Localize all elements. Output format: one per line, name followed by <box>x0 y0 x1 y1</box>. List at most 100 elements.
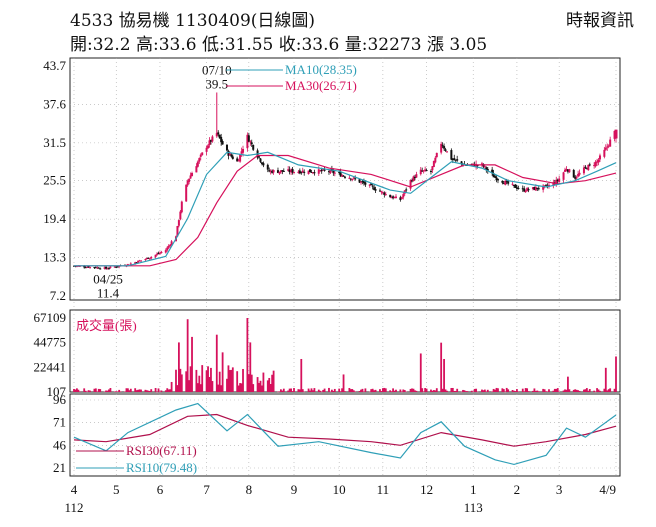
volume-bar <box>106 390 109 392</box>
candle-body <box>249 141 252 143</box>
candle-body <box>83 266 86 268</box>
candle <box>593 162 596 169</box>
candle-body <box>424 169 427 171</box>
volume-bar <box>466 391 469 392</box>
candle-body <box>189 175 192 179</box>
rsi30-line <box>73 413 617 447</box>
candle-body <box>348 177 351 179</box>
candle-body <box>279 170 282 173</box>
volume-bar <box>84 390 87 392</box>
volume-bar <box>481 389 483 392</box>
candle-body <box>517 188 520 190</box>
volume-bar <box>363 391 365 393</box>
candle-body <box>352 177 355 179</box>
volume-bar <box>113 391 116 392</box>
volume-bar <box>138 389 141 392</box>
candle-body <box>170 241 173 246</box>
candle-body <box>371 185 374 187</box>
candle-body <box>332 170 335 174</box>
candle <box>453 154 456 161</box>
volume-bar <box>268 377 271 392</box>
candle-body <box>228 153 231 156</box>
candle <box>291 166 294 175</box>
candle-body <box>217 132 220 135</box>
volume-bar <box>562 390 565 392</box>
volume-bar <box>393 390 396 392</box>
volume-bar <box>444 389 447 392</box>
candle-body <box>115 266 118 268</box>
candle-body <box>258 156 261 158</box>
volume-bar <box>399 389 402 392</box>
candle-body <box>247 135 250 142</box>
candle-body <box>250 142 253 145</box>
volume-bar <box>259 380 262 392</box>
candle <box>246 132 249 152</box>
candle <box>429 169 432 175</box>
candle <box>180 200 183 214</box>
candle <box>483 165 486 169</box>
candle-body <box>84 267 87 269</box>
volume-bar <box>333 388 336 392</box>
x-tick-label: 3 <box>556 482 563 497</box>
candle-body <box>309 169 312 173</box>
volume-bar <box>220 385 223 392</box>
volume-bar <box>127 388 129 392</box>
volume-bar <box>282 388 285 392</box>
volume-bar <box>344 391 346 392</box>
candle-body <box>511 183 514 185</box>
candle <box>138 259 141 262</box>
volume-bar <box>188 380 191 392</box>
candle <box>271 169 274 174</box>
candle-body <box>126 264 129 266</box>
candle <box>415 171 418 178</box>
volume-bar <box>226 378 228 392</box>
candle <box>218 134 221 139</box>
candle-body <box>505 181 508 183</box>
candle <box>310 169 313 173</box>
volume-bar <box>349 389 352 392</box>
candle-body <box>390 197 393 199</box>
candle <box>443 143 446 151</box>
volume-bar <box>246 318 249 392</box>
candle-body <box>107 268 110 270</box>
panel-border-0 <box>69 57 621 301</box>
volume-bar <box>86 391 89 393</box>
volume-bar <box>87 390 90 392</box>
volume-bar <box>599 390 601 392</box>
candle <box>389 194 392 198</box>
volume-bar <box>272 370 275 392</box>
volume-bar <box>156 391 158 393</box>
candle <box>585 167 588 170</box>
candle <box>603 146 606 159</box>
candle-body <box>266 164 269 170</box>
candle-body <box>138 260 141 262</box>
volume-bar <box>470 390 473 392</box>
candle-body <box>129 263 132 265</box>
ma30-line <box>74 154 617 267</box>
candle <box>521 185 524 192</box>
volume-bar <box>154 388 157 392</box>
legend-label: MA30(26.71) <box>285 78 357 93</box>
candle <box>236 156 239 162</box>
volume-bar <box>169 389 172 392</box>
volume-bar <box>504 391 507 393</box>
volume-bar <box>463 390 466 392</box>
price-tick-label: 25.5 <box>43 173 66 188</box>
candle <box>252 144 255 151</box>
volume-bar <box>108 389 110 392</box>
candle <box>307 170 310 175</box>
volume-bar <box>320 391 323 393</box>
candle-body <box>106 268 109 270</box>
volume-bar <box>460 391 463 393</box>
candle <box>269 169 272 175</box>
candle <box>129 262 132 265</box>
candle-body <box>607 145 610 147</box>
x-tick-label: 5 <box>113 482 120 497</box>
candle-body <box>240 151 243 154</box>
candle-body <box>297 171 300 173</box>
candle <box>536 187 539 192</box>
low-date-label: 04/25 <box>93 272 123 287</box>
volume-bar <box>403 390 406 392</box>
candle <box>137 260 140 264</box>
candle-body <box>425 170 428 172</box>
